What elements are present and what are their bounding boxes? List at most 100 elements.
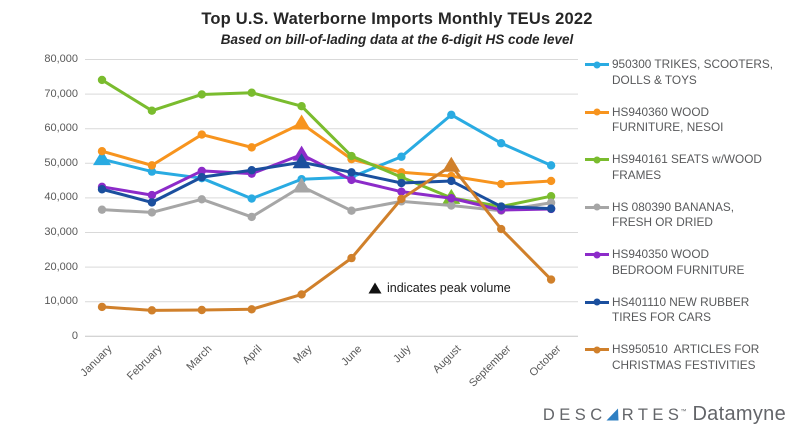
logo-product-name: Datamyne	[692, 403, 786, 425]
data-point	[97, 75, 107, 85]
data-point	[197, 305, 206, 315]
legend-item[interactable]: 950300 TRIKES, SCOOTERS, DOLLS & TOYS	[585, 57, 773, 88]
descartes-datamyne-logo: DESC RTES ™ Datamyne	[543, 403, 786, 426]
peak-triangle-icon	[368, 282, 382, 294]
data-point	[197, 90, 206, 99]
legend-marker-dot	[593, 346, 601, 353]
data-point	[546, 176, 556, 186]
legend-label: HS 080390 BANANAS, FRESH OR DRIED	[612, 199, 734, 230]
legend-marker-dot	[593, 251, 601, 258]
data-point	[397, 178, 406, 188]
data-point	[247, 166, 256, 175]
legend-marker-line	[585, 298, 609, 306]
data-point	[197, 195, 206, 204]
data-point	[247, 212, 256, 222]
data-point	[97, 302, 107, 312]
data-point	[347, 206, 356, 215]
data-point	[97, 185, 107, 194]
y-tick-label: 80,000	[44, 53, 78, 65]
logo-trademark: ™	[680, 409, 687, 415]
peak-marker	[292, 177, 311, 193]
legend-marker-line	[585, 203, 609, 211]
peak-annotation-text: indicates peak volume	[387, 281, 511, 295]
y-tick-label: 10,000	[44, 295, 78, 308]
data-point	[397, 152, 406, 161]
peak-marker	[292, 145, 311, 161]
data-point	[447, 194, 456, 203]
legend-label: HS940350 WOOD BEDROOM FURNITURE	[612, 247, 745, 277]
series-line	[100, 78, 553, 209]
data-point	[247, 143, 256, 152]
chart-title: Top U.S. Waterborne Imports Monthly TEUs…	[201, 10, 593, 28]
series-line	[100, 122, 553, 186]
legend-item[interactable]: HS940360 WOOD FURNITURE, NESOI	[585, 105, 723, 136]
legend-marker-dot	[593, 61, 601, 68]
data-point	[147, 161, 157, 170]
data-point	[247, 194, 256, 203]
legend-item[interactable]: HS 080390 BANANAS, FRESH OR DRIED	[585, 200, 734, 231]
data-point	[147, 208, 157, 217]
series-line	[100, 160, 553, 211]
y-tick-label: 50,000	[44, 156, 78, 169]
logo-brand-part2: RTES	[621, 406, 684, 424]
data-point	[347, 175, 356, 185]
legend-marker-line	[585, 156, 609, 163]
legend-marker-dot	[593, 298, 601, 306]
data-point	[197, 172, 206, 182]
data-point	[297, 290, 306, 299]
legend-marker-line	[585, 61, 609, 68]
logo-triangle-icon	[606, 408, 619, 426]
logo-brand-part1: DESC	[542, 406, 607, 424]
data-point	[447, 110, 456, 120]
data-point	[147, 190, 157, 200]
data-point	[497, 202, 506, 211]
legend-marker-dot	[593, 156, 601, 163]
data-point	[97, 146, 107, 156]
legend-marker-line	[585, 251, 609, 258]
data-point	[497, 224, 506, 234]
data-point	[447, 176, 456, 186]
legend-marker-line	[585, 108, 609, 116]
peak-marker	[442, 156, 461, 172]
legend-label: HS401110 NEW RUBBER TIRES FOR CARS	[612, 294, 750, 325]
peak-marker	[292, 153, 311, 169]
data-point	[247, 305, 256, 314]
legend-label: HS940360 WOOD FURNITURE, NESOI	[612, 104, 724, 135]
data-point	[247, 88, 256, 97]
legend-item[interactable]: HS401110 NEW RUBBER TIRES FOR CARS	[585, 295, 749, 326]
series-line	[100, 184, 553, 219]
y-tick-label: 40,000	[44, 191, 78, 204]
series-line	[100, 113, 553, 201]
legend-marker-dot	[593, 203, 601, 211]
y-tick-label: 30,000	[44, 226, 78, 238]
legend-label: 950300 TRIKES, SCOOTERS, DOLLS & TOYS	[612, 57, 774, 87]
data-point	[297, 102, 306, 111]
legend-marker-line	[585, 346, 609, 353]
series-line	[100, 164, 553, 312]
peak-marker	[93, 150, 111, 166]
data-point	[397, 187, 406, 196]
data-point	[197, 130, 206, 139]
legend-marker-dot	[593, 108, 601, 116]
legend-item[interactable]: HS940350 WOOD BEDROOM FURNITURE	[585, 247, 744, 278]
y-tick-label: 60,000	[44, 122, 78, 135]
y-tick-label: 20,000	[44, 260, 78, 273]
peak-annotation: indicates peak volume	[368, 281, 511, 295]
data-point	[397, 194, 406, 204]
data-point	[347, 151, 356, 161]
data-point	[197, 166, 206, 176]
legend-item[interactable]: HS950510 ARTICLES FOR CHRISTMAS FESTIVITI…	[585, 342, 759, 373]
data-point	[147, 198, 157, 207]
data-point	[397, 172, 406, 182]
legend-label: HS950510 ARTICLES FOR CHRISTMAS FESTIVITI…	[612, 342, 760, 372]
data-point	[347, 253, 356, 263]
legend-item[interactable]: HS940161 SEATS w/WOOD FRAMES	[585, 152, 762, 183]
chart-subtitle: Based on bill-of-lading data at the 6-di…	[220, 32, 574, 47]
data-point	[347, 168, 356, 177]
data-point	[546, 191, 556, 201]
data-point	[147, 106, 157, 115]
data-point	[497, 139, 506, 148]
data-point	[447, 201, 456, 210]
